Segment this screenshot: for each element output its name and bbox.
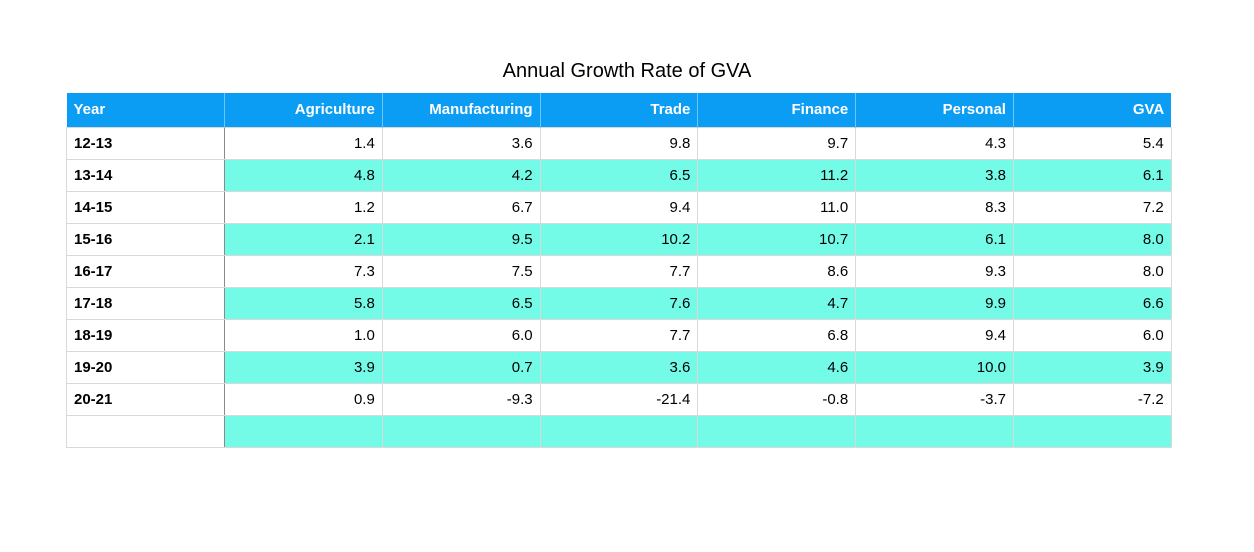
growth-rate-table: Year Agriculture Manufacturing Trade Fin… — [66, 93, 1172, 448]
column-header-agriculture[interactable]: Agriculture — [224, 93, 383, 127]
cell-manufacturing[interactable]: 3.6 — [381, 126, 541, 160]
cell-gva[interactable]: -7.2 — [1012, 382, 1172, 416]
column-header-personal[interactable]: Personal — [855, 93, 1014, 127]
cell-year[interactable]: 19-20 — [66, 350, 225, 384]
cell-trade[interactable]: 7.6 — [539, 286, 699, 320]
cell-year[interactable]: 13-14 — [66, 158, 225, 192]
cell-gva[interactable]: 6.6 — [1012, 286, 1172, 320]
cell-agriculture[interactable] — [224, 414, 383, 448]
table-row: 19-20 3.9 0.7 3.6 4.6 10.0 3.9 — [66, 350, 1172, 384]
cell-finance[interactable]: 11.2 — [697, 158, 857, 192]
cell-personal[interactable]: -3.7 — [855, 382, 1014, 416]
cell-gva[interactable] — [1012, 414, 1172, 448]
cell-finance[interactable]: 4.7 — [697, 286, 857, 320]
cell-agriculture[interactable]: 3.9 — [224, 350, 383, 384]
column-header-manufacturing[interactable]: Manufacturing — [382, 93, 541, 127]
cell-trade[interactable]: 7.7 — [539, 318, 699, 352]
cell-year[interactable]: 18-19 — [66, 318, 225, 352]
cell-agriculture[interactable]: 0.9 — [224, 382, 383, 416]
table-row — [66, 414, 1172, 448]
cell-personal[interactable]: 9.4 — [855, 318, 1014, 352]
cell-agriculture[interactable]: 1.4 — [224, 126, 383, 160]
cell-trade[interactable]: 9.8 — [539, 126, 699, 160]
cell-year[interactable]: 12-13 — [66, 126, 225, 160]
cell-year[interactable]: 17-18 — [66, 286, 225, 320]
cell-manufacturing[interactable]: 0.7 — [381, 350, 541, 384]
cell-manufacturing[interactable]: -9.3 — [381, 382, 541, 416]
cell-year[interactable]: 14-15 — [66, 190, 225, 224]
cell-finance[interactable]: 9.7 — [697, 126, 857, 160]
cell-gva[interactable]: 6.1 — [1012, 158, 1172, 192]
table-row: 20-21 0.9 -9.3 -21.4 -0.8 -3.7 -7.2 — [66, 382, 1172, 416]
cell-finance[interactable]: 8.6 — [697, 254, 857, 288]
header-row: Year Agriculture Manufacturing Trade Fin… — [66, 93, 1172, 127]
cell-agriculture[interactable]: 1.0 — [224, 318, 383, 352]
table-title: Annual Growth Rate of GVA — [502, 60, 752, 82]
cell-finance[interactable]: 6.8 — [697, 318, 857, 352]
cell-personal[interactable]: 3.8 — [855, 158, 1014, 192]
cell-personal[interactable] — [855, 414, 1014, 448]
table-row: 18-19 1.0 6.0 7.7 6.8 9.4 6.0 — [66, 318, 1172, 352]
column-header-finance[interactable]: Finance — [697, 93, 857, 127]
cell-agriculture[interactable]: 4.8 — [224, 158, 383, 192]
table-row: 12-13 1.4 3.6 9.8 9.7 4.3 5.4 — [66, 126, 1172, 160]
cell-manufacturing[interactable]: 7.5 — [381, 254, 541, 288]
cell-trade[interactable]: 6.5 — [539, 158, 699, 192]
cell-gva[interactable]: 7.2 — [1012, 190, 1172, 224]
cell-manufacturing[interactable]: 6.0 — [381, 318, 541, 352]
table-body: 12-13 1.4 3.6 9.8 9.7 4.3 5.4 13-14 4.8 4.2 6.5 11.… — [66, 126, 1172, 448]
cell-finance[interactable]: -0.8 — [697, 382, 857, 416]
cell-manufacturing[interactable]: 6.7 — [381, 190, 541, 224]
cell-personal[interactable]: 9.3 — [855, 254, 1014, 288]
cell-year[interactable]: 20-21 — [66, 382, 225, 416]
cell-manufacturing[interactable]: 4.2 — [381, 158, 541, 192]
cell-finance[interactable]: 11.0 — [697, 190, 857, 224]
cell-year[interactable]: 16-17 — [66, 254, 225, 288]
cell-personal[interactable]: 8.3 — [855, 190, 1014, 224]
cell-gva[interactable]: 3.9 — [1012, 350, 1172, 384]
cell-personal[interactable]: 6.1 — [855, 222, 1014, 256]
cell-trade[interactable] — [539, 414, 699, 448]
cell-year[interactable]: 15-16 — [66, 222, 225, 256]
cell-trade[interactable]: 10.2 — [539, 222, 699, 256]
cell-finance[interactable]: 10.7 — [697, 222, 857, 256]
column-header-gva[interactable]: GVA — [1013, 93, 1172, 127]
table-row: 16-17 7.3 7.5 7.7 8.6 9.3 8.0 — [66, 254, 1172, 288]
cell-manufacturing[interactable]: 6.5 — [381, 286, 541, 320]
column-header-trade[interactable]: Trade — [540, 93, 699, 127]
table-row: 13-14 4.8 4.2 6.5 11.2 3.8 6.1 — [66, 158, 1172, 192]
cell-year[interactable] — [66, 414, 225, 448]
cell-manufacturing[interactable]: 9.5 — [381, 222, 541, 256]
cell-finance[interactable] — [697, 414, 857, 448]
cell-trade[interactable]: -21.4 — [539, 382, 699, 416]
cell-agriculture[interactable]: 7.3 — [224, 254, 383, 288]
cell-trade[interactable]: 7.7 — [539, 254, 699, 288]
cell-manufacturing[interactable] — [381, 414, 541, 448]
cell-trade[interactable]: 9.4 — [539, 190, 699, 224]
cell-personal[interactable]: 4.3 — [855, 126, 1014, 160]
cell-gva[interactable]: 8.0 — [1012, 254, 1172, 288]
table-row: 17-18 5.8 6.5 7.6 4.7 9.9 6.6 — [66, 286, 1172, 320]
cell-gva[interactable]: 5.4 — [1012, 126, 1172, 160]
table-row: 15-16 2.1 9.5 10.2 10.7 6.1 8.0 — [66, 222, 1172, 256]
cell-trade[interactable]: 3.6 — [539, 350, 699, 384]
cell-finance[interactable]: 4.6 — [697, 350, 857, 384]
cell-agriculture[interactable]: 1.2 — [224, 190, 383, 224]
cell-agriculture[interactable]: 2.1 — [224, 222, 383, 256]
cell-personal[interactable]: 9.9 — [855, 286, 1014, 320]
table-row: 14-15 1.2 6.7 9.4 11.0 8.3 7.2 — [66, 190, 1172, 224]
column-header-year[interactable]: Year — [66, 93, 225, 127]
cell-gva[interactable]: 8.0 — [1012, 222, 1172, 256]
cell-personal[interactable]: 10.0 — [855, 350, 1014, 384]
cell-agriculture[interactable]: 5.8 — [224, 286, 383, 320]
cell-gva[interactable]: 6.0 — [1012, 318, 1172, 352]
